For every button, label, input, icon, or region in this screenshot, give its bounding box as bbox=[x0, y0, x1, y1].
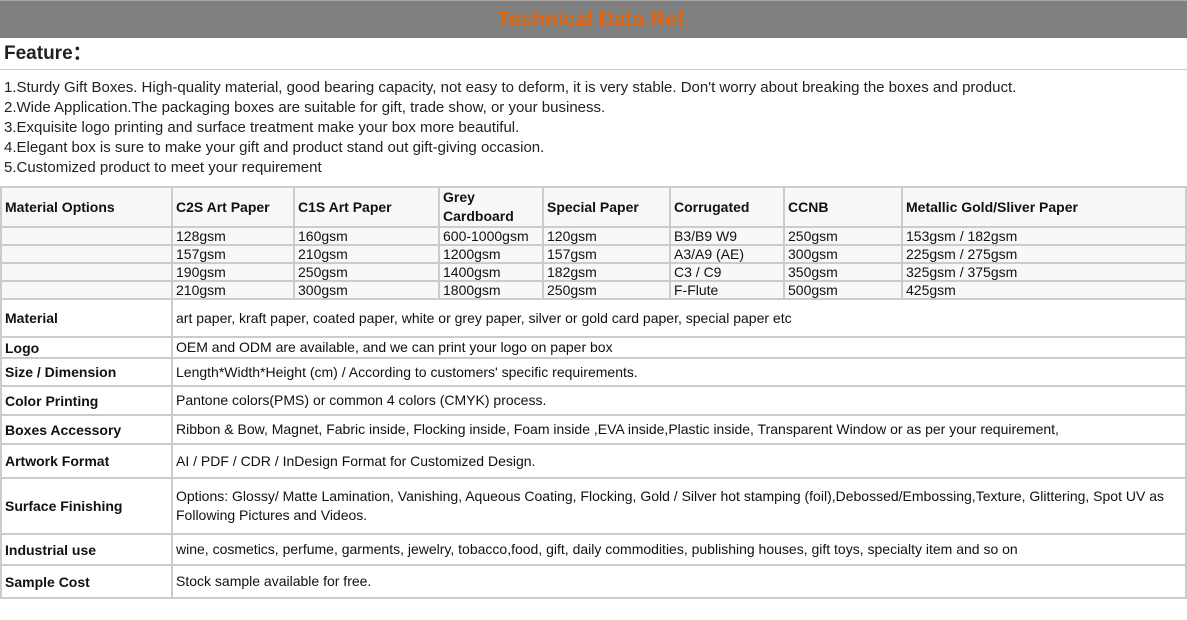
material-header-row: Material Options C2S Art Paper C1S Art Pap… bbox=[0, 186, 1187, 228]
material-cell: 300gsm bbox=[783, 244, 903, 264]
material-header-cell: CCNB bbox=[783, 186, 903, 228]
material-cell: B3/B9 W9 bbox=[669, 226, 785, 246]
material-header-cell: C1S Art Paper bbox=[293, 186, 440, 228]
material-cell: 250gsm bbox=[293, 262, 440, 282]
feature-heading: Feature： bbox=[0, 38, 1187, 70]
material-cell: 128gsm bbox=[171, 226, 295, 246]
spec-value: Length*Width*Height (cm) / According to … bbox=[171, 357, 1187, 387]
spec-value: Pantone colors(PMS) or common 4 colors (… bbox=[171, 385, 1187, 416]
spec-label: Color Printing bbox=[0, 385, 173, 416]
material-cell: A3/A9 (AE) bbox=[669, 244, 785, 264]
spec-label: Industrial use bbox=[0, 533, 173, 566]
spec-value: Stock sample available for free. bbox=[171, 564, 1187, 599]
material-row: 190gsm 250gsm 1400gsm 182gsm C3 / C9 350gsm 32… bbox=[0, 262, 1187, 282]
spec-value: Options: Glossy/ Matte Lamination, Vanis… bbox=[171, 477, 1187, 535]
material-cell: C3 / C9 bbox=[669, 262, 785, 282]
material-header-cell: Metallic Gold/Sliver Paper bbox=[901, 186, 1187, 228]
material-cell: 1400gsm bbox=[438, 262, 544, 282]
material-cell: 250gsm bbox=[783, 226, 903, 246]
spec-label: Sample Cost bbox=[0, 564, 173, 599]
material-cell: 157gsm bbox=[171, 244, 295, 264]
material-cell: 350gsm bbox=[783, 262, 903, 282]
spec-value: AI / PDF / CDR / InDesign Format for Cus… bbox=[171, 443, 1187, 479]
material-header-cell: Corrugated bbox=[669, 186, 785, 228]
material-row: 210gsm 300gsm 1800gsm 250gsm F-Flute 500gsm 42… bbox=[0, 280, 1187, 300]
material-cell: 600-1000gsm bbox=[438, 226, 544, 246]
material-cell: 250gsm bbox=[542, 280, 671, 300]
material-cell bbox=[0, 262, 173, 282]
spec-row: Material art paper, kraft paper, coated p… bbox=[0, 298, 1187, 338]
spec-label: Logo bbox=[0, 336, 173, 359]
material-header-cell: Special Paper bbox=[542, 186, 671, 228]
spec-row: Logo OEM and ODM are available, and we ca… bbox=[0, 336, 1187, 359]
material-cell: 210gsm bbox=[171, 280, 295, 300]
material-cell: 157gsm bbox=[542, 244, 671, 264]
spec-value: wine, cosmetics, perfume, garments, jewe… bbox=[171, 533, 1187, 566]
material-cell bbox=[0, 280, 173, 300]
material-cell: 500gsm bbox=[783, 280, 903, 300]
spec-row: Artwork Format AI / PDF / CDR / InDesign … bbox=[0, 443, 1187, 479]
material-cell bbox=[0, 244, 173, 264]
spec-label: Surface Finishing bbox=[0, 477, 173, 535]
page-title: Technical Data Ref. bbox=[0, 0, 1187, 38]
material-cell: 300gsm bbox=[293, 280, 440, 300]
material-row: 157gsm 210gsm 1200gsm 157gsm A3/A9 (AE) 300gs… bbox=[0, 244, 1187, 264]
spec-row: Size / Dimension Length*Width*Height (cm)… bbox=[0, 357, 1187, 387]
material-cell: 1800gsm bbox=[438, 280, 544, 300]
spec-table: Material Options C2S Art Paper C1S Art Pap… bbox=[0, 186, 1187, 599]
spec-value: OEM and ODM are available, and we can pr… bbox=[171, 336, 1187, 359]
spec-label: Artwork Format bbox=[0, 443, 173, 479]
spec-row: Color Printing Pantone colors(PMS) or com… bbox=[0, 385, 1187, 416]
material-cell: 425gsm bbox=[901, 280, 1187, 300]
spec-row: Boxes Accessory Ribbon & Bow, Magnet, Fab… bbox=[0, 414, 1187, 445]
feature-item: 5.Customized product to meet your requir… bbox=[4, 159, 322, 176]
feature-list: 1.Sturdy Gift Boxes. High-quality materi… bbox=[0, 70, 1187, 186]
material-cell bbox=[0, 226, 173, 246]
material-row: 128gsm 160gsm 600-1000gsm 120gsm B3/B9 W9 250… bbox=[0, 226, 1187, 246]
material-cell: 190gsm bbox=[171, 262, 295, 282]
spec-label: Boxes Accessory bbox=[0, 414, 173, 445]
spec-row: Sample Cost Stock sample available for fr… bbox=[0, 564, 1187, 599]
spec-label: Size / Dimension bbox=[0, 357, 173, 387]
feature-item: 4.Elegant box is sure to make your gift … bbox=[4, 139, 545, 156]
material-cell: 1200gsm bbox=[438, 244, 544, 264]
material-header-cell: C2S Art Paper bbox=[171, 186, 295, 228]
material-cell: 120gsm bbox=[542, 226, 671, 246]
material-cell: 182gsm bbox=[542, 262, 671, 282]
material-cell: 153gsm / 182gsm bbox=[901, 226, 1187, 246]
material-cell: 225gsm / 275gsm bbox=[901, 244, 1187, 264]
spec-value: art paper, kraft paper, coated paper, wh… bbox=[171, 298, 1187, 338]
material-cell: 325gsm / 375gsm bbox=[901, 262, 1187, 282]
spec-value: Ribbon & Bow, Magnet, Fabric inside, Flo… bbox=[171, 414, 1187, 445]
spec-label: Material bbox=[0, 298, 173, 338]
feature-item: 2.Wide Application.The packaging boxes a… bbox=[4, 99, 606, 116]
feature-item: 3.Exquisite logo printing and surface tr… bbox=[4, 119, 520, 136]
material-cell: 210gsm bbox=[293, 244, 440, 264]
spec-row: Surface Finishing Options: Glossy/ Matte … bbox=[0, 477, 1187, 535]
spec-row: Industrial use wine, cosmetics, perfume, … bbox=[0, 533, 1187, 566]
material-header-cell: Grey Cardboard bbox=[438, 186, 544, 228]
material-header-cell: Material Options bbox=[0, 186, 173, 228]
material-cell: F-Flute bbox=[669, 280, 785, 300]
feature-item: 1.Sturdy Gift Boxes. High-quality materi… bbox=[4, 79, 1017, 96]
material-cell: 160gsm bbox=[293, 226, 440, 246]
